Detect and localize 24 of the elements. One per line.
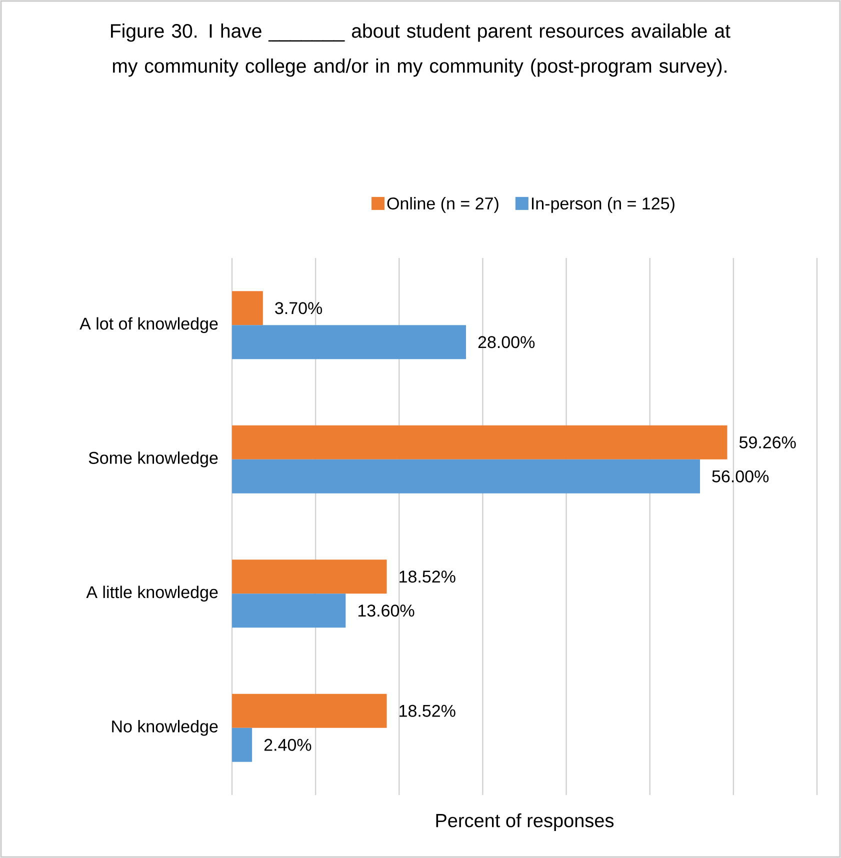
data-label: 28.00% bbox=[478, 336, 535, 348]
y-tick-label: No knowledge bbox=[112, 720, 218, 736]
chart-title: Figure 30. I have _______ about student parent resources available at my community college and/or in my community (post-program survey). bbox=[111, 24, 730, 77]
data-label: 2.40% bbox=[264, 738, 312, 751]
data-label: 13.60% bbox=[358, 604, 414, 617]
data-label: 18.52% bbox=[400, 704, 456, 717]
x-axis-title: Percent of responses bbox=[436, 813, 614, 832]
bar bbox=[232, 694, 387, 728]
data-label: 3.70% bbox=[275, 302, 322, 314]
y-tick-label: A little knowledge bbox=[86, 586, 218, 602]
bar bbox=[232, 459, 700, 494]
data-label: 59.26% bbox=[739, 436, 796, 448]
bar bbox=[232, 560, 387, 594]
data-label: 56.00% bbox=[712, 470, 769, 482]
data-label: 18.52% bbox=[400, 570, 456, 583]
y-tick-label: A lot of knowledge bbox=[80, 317, 218, 334]
y-tick-label: Some knowledge bbox=[88, 451, 218, 468]
bar bbox=[232, 728, 252, 762]
bar bbox=[232, 425, 728, 460]
bar bbox=[232, 594, 346, 628]
legend-label: In-person (n = 125) bbox=[532, 197, 674, 213]
bar bbox=[232, 325, 466, 360]
bar bbox=[232, 291, 263, 326]
legend-label: Online (n = 27) bbox=[387, 197, 498, 213]
